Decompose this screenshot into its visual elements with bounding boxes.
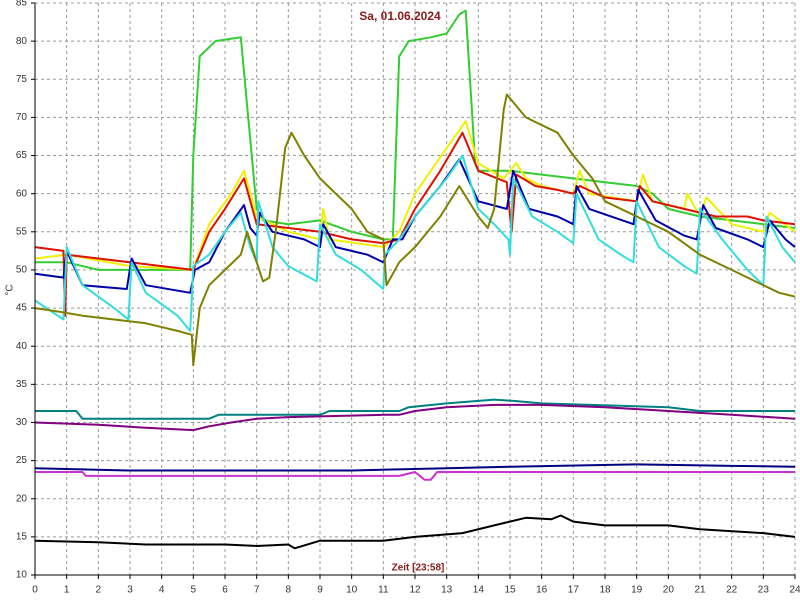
y-tick-label: 10 [16,570,28,581]
x-tick-label: 11 [378,585,389,596]
x-tick-label: 8 [286,585,292,596]
y-tick-label: 25 [16,455,28,466]
x-tick-label: 14 [473,585,485,596]
y-tick-label: 55 [16,226,28,237]
y-tick-label: 65 [16,150,28,161]
x-tick-label: 0 [32,585,38,596]
x-tick-label: 19 [631,585,643,596]
y-tick-label: 15 [16,532,28,543]
x-tick-label: 5 [191,585,197,596]
data-line [34,120,796,271]
y-tick-label: 45 [16,303,28,314]
data-line [34,463,796,472]
x-tick-label: 1 [64,585,70,596]
y-tick-label: 40 [16,341,28,352]
x-tick-label: 15 [504,585,516,596]
data-line [34,131,796,317]
x-tick-label: 20 [663,585,675,596]
y-tick-label: 75 [16,74,28,85]
y-tick-label: 35 [16,379,28,390]
y-axis-label: °C [5,284,16,295]
y-tick-label: 85 [16,0,28,9]
x-tick-label: 23 [758,585,770,596]
x-tick-label: 4 [159,585,165,596]
plot-lines [34,9,796,550]
data-line [35,471,795,481]
x-tick-label: 10 [346,585,358,596]
x-tick-label: 13 [441,585,453,596]
y-tick-label: 60 [16,188,28,199]
y-tick-label: 70 [16,112,28,123]
y-tick-label: 50 [16,265,28,276]
x-tick-label: 22 [726,585,738,596]
data-line [34,93,796,367]
y-tick-label: 80 [16,36,28,47]
x-tick-label: 3 [127,585,133,596]
x-tick-label: 21 [694,585,706,596]
x-tick-label: 16 [536,585,548,596]
x-tick-label: 24 [789,585,800,596]
y-tick-label: 20 [16,493,28,504]
data-line [34,154,796,332]
y-tick-label: 30 [16,417,28,428]
x-tick-label: 7 [254,585,260,596]
chart-title: Sa, 01.06.2024 [359,9,441,23]
data-line [34,514,796,550]
x-tick-label: 12 [409,585,421,596]
x-tick-label: 17 [568,585,580,596]
x-tick-label: 6 [222,585,228,596]
data-line [35,9,796,271]
data-line [34,403,796,432]
x-tick-label: 18 [599,585,611,596]
data-line [35,398,795,420]
x-tick-label: 9 [317,585,323,596]
x-axis-label: Zeit [23:58] [392,563,445,574]
x-tick-label: 2 [96,585,102,596]
